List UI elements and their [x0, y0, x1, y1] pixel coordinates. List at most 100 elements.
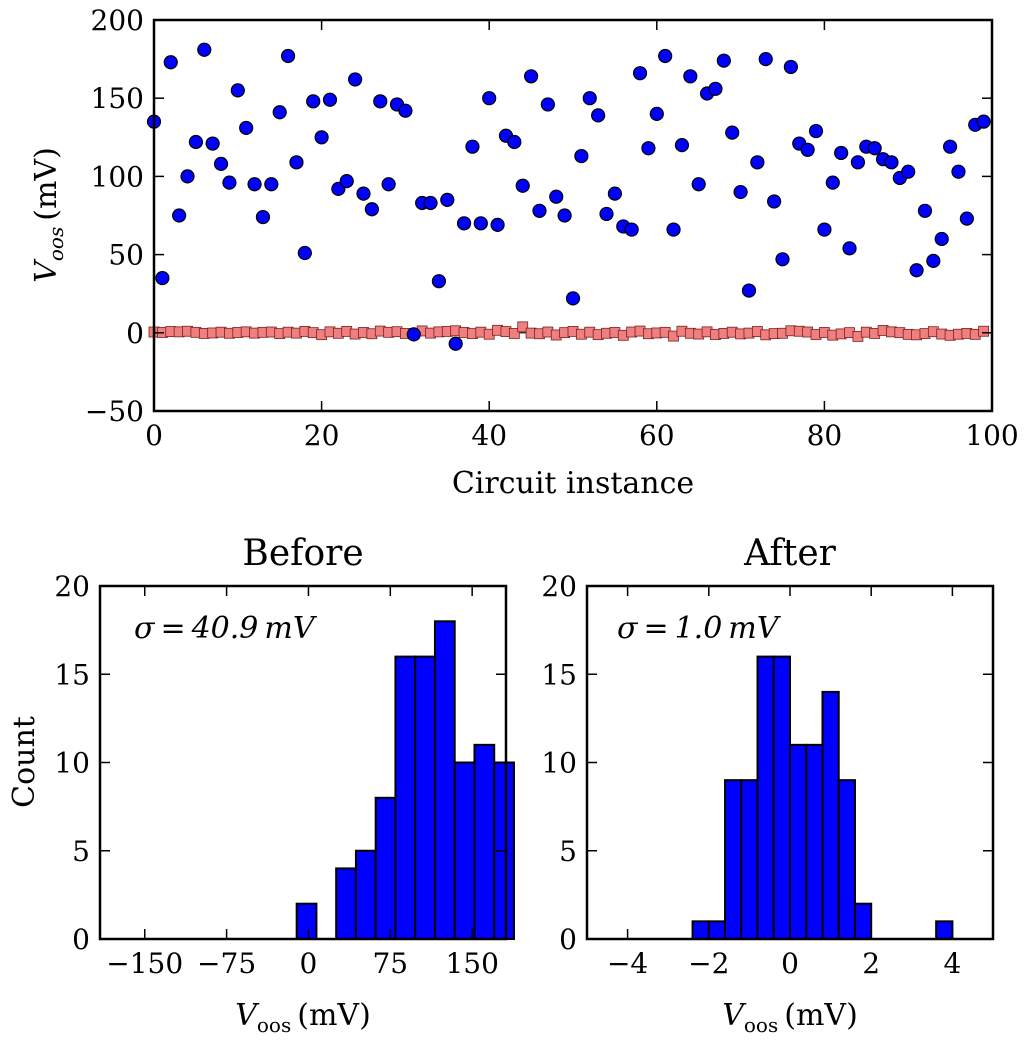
after-point: [508, 328, 520, 339]
before-point: [733, 184, 748, 200]
hist-before-ytick-label: 15: [54, 658, 90, 691]
before-point: [716, 53, 731, 68]
scatter-xtick-label: 100: [965, 419, 1018, 452]
hist-after-title: After: [743, 533, 836, 574]
hist-before-ytick-label: 5: [72, 835, 90, 868]
before-point: [599, 206, 614, 222]
after-point: [978, 325, 990, 337]
before-point: [222, 175, 237, 190]
before-point: [632, 66, 648, 81]
before-point: [666, 222, 681, 237]
before-point: [205, 136, 220, 151]
hist-before-bar: [473, 743, 496, 940]
scatter-ytick-label: 50: [108, 239, 144, 272]
hist-before-xtick-label: −150: [106, 947, 183, 980]
before-point: [356, 186, 371, 201]
before-point: [431, 274, 447, 289]
before-point: [934, 231, 949, 247]
before-point: [272, 105, 287, 120]
before-point: [783, 59, 798, 75]
hist-before-ylabel: Count: [7, 716, 42, 808]
hist-before-bar: [335, 867, 357, 941]
before-point: [490, 217, 505, 232]
before-point: [314, 130, 329, 145]
scatter-xtick-label: 80: [807, 419, 843, 452]
hist-after-panel: −4 −2 0 2 4 0 5 10 15 20 After σ = 1.0 mV Voos (mV…: [541, 533, 995, 1037]
hist-before-xtick-label: −75: [197, 947, 256, 980]
before-point: [373, 94, 388, 109]
before-point: [172, 208, 187, 223]
scatter-ytick-label: −50: [85, 395, 144, 428]
hist-before-xtick-label: 75: [372, 947, 408, 980]
hist-after-xlabel: Voos (mV): [722, 998, 858, 1037]
before-point: [582, 91, 597, 106]
scatter-ytick-label: 150: [91, 82, 144, 115]
before-point: [741, 283, 757, 298]
before-point: [406, 327, 421, 342]
hist-after-bar: [756, 655, 775, 940]
before-point: [507, 134, 522, 150]
before-point: [440, 192, 455, 207]
before-point: [658, 48, 673, 64]
before-point: [959, 211, 974, 226]
hist-before-ytick-label: 10: [54, 747, 90, 780]
before-point: [708, 81, 723, 96]
before-point: [574, 148, 589, 164]
before-point: [926, 253, 941, 268]
hist-before-bar: [354, 849, 377, 940]
before-point: [901, 164, 916, 179]
before-point: [624, 222, 639, 237]
scatter-xtick-label: 60: [639, 419, 675, 452]
before-point: [523, 69, 539, 84]
hist-before-bar: [394, 655, 417, 940]
scatter-marks: [146, 42, 992, 351]
scatter-xlabel: Circuit instance: [452, 466, 694, 501]
before-point: [549, 189, 564, 204]
hist-after-bar: [853, 902, 873, 941]
before-point: [884, 155, 899, 170]
hist-after-bar: [935, 920, 954, 940]
after-point: [517, 321, 529, 333]
hist-after-ytick-label: 15: [541, 658, 577, 691]
before-point: [230, 83, 245, 98]
before-point: [239, 120, 254, 136]
before-point: [423, 195, 438, 211]
hist-after-bar: [821, 690, 840, 941]
before-point: [155, 270, 170, 286]
before-point: [842, 241, 857, 256]
before-point: [197, 42, 212, 57]
scatter-ylabel: Voos(mV): [29, 147, 68, 283]
hist-after-bar: [740, 779, 759, 941]
hist-before-bar: [453, 761, 476, 940]
before-point: [649, 106, 664, 121]
before-point: [306, 94, 321, 109]
before-point: [473, 216, 488, 231]
hist-after-xtick-label: −2: [688, 947, 729, 980]
hist-after-ticks: −4 −2 0 2 4 0 5 10 15 20: [541, 570, 993, 980]
before-point: [540, 97, 555, 112]
scatter-xtick-label: 0: [145, 419, 163, 452]
before-point: [683, 69, 698, 84]
hist-before-title: Before: [242, 533, 363, 574]
before-point: [322, 92, 338, 107]
before-point: [909, 263, 924, 278]
before-point: [917, 203, 933, 218]
hist-after-ytick-label: 5: [559, 835, 577, 868]
hist-after-bar: [837, 779, 856, 941]
before-point: [674, 138, 690, 153]
hist-before-panel: −150 −75 0 75 150 0 5 10 15 20 Before σ = 40.9 mV…: [7, 533, 515, 1037]
before-point: [398, 103, 413, 118]
before-point: [180, 169, 195, 184]
hist-after-xtick-label: 2: [862, 947, 880, 980]
scatter-xtick-label: 20: [304, 419, 340, 452]
before-point: [767, 194, 782, 209]
before-point: [557, 208, 572, 223]
before-point: [213, 156, 229, 171]
hist-after-xtick-label: 4: [943, 947, 961, 980]
hist-after-ytick-label: 10: [541, 747, 577, 780]
hist-before-ytick-label: 0: [72, 923, 90, 956]
hist-before-xtick-label: 150: [445, 947, 498, 980]
